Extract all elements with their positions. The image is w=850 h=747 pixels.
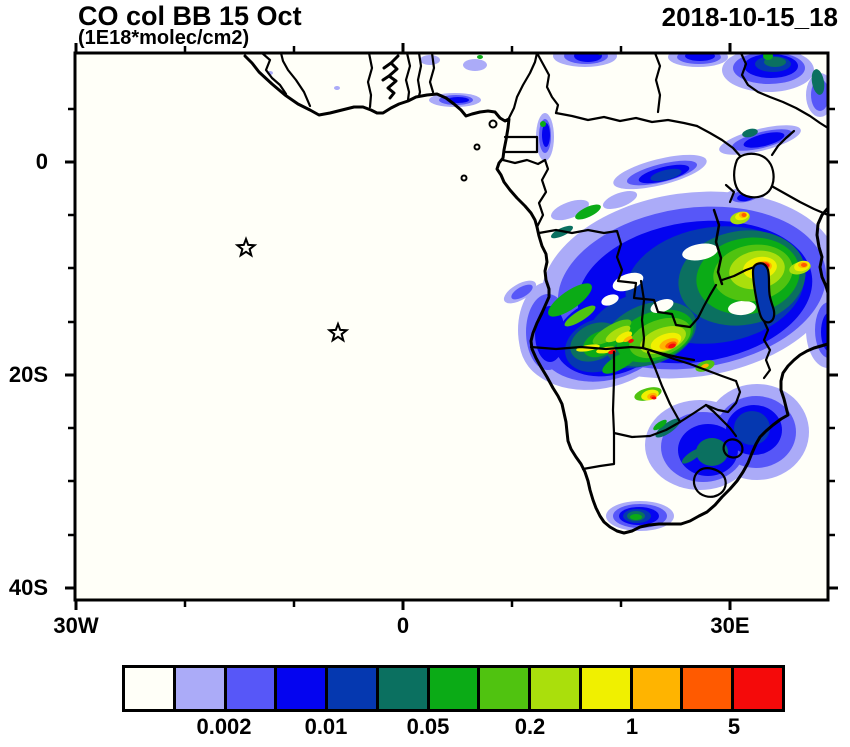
colorbar-cell-9	[578, 668, 630, 709]
y-tick-label-20s: 20S	[8, 362, 48, 387]
colorbar-cell-4	[325, 668, 376, 709]
minor-ticks	[68, 46, 835, 607]
x-tick-label-30w: 30W	[53, 613, 99, 638]
country-borders	[260, 53, 828, 498]
colorbar-label-001: 0.01	[304, 714, 348, 739]
star-marker	[326, 321, 350, 343]
colorbar-cell-11	[680, 668, 732, 709]
x-tick-label-30e: 30E	[710, 613, 750, 638]
colorbar-cell-3	[274, 668, 326, 709]
colorbar-cell-5	[375, 668, 427, 709]
colorbar-label-1: 1	[625, 714, 639, 739]
lake-volta	[381, 54, 400, 100]
station-markers	[234, 236, 350, 343]
star-marker	[234, 236, 258, 258]
colorbar-cell-2	[223, 668, 275, 709]
colorbar-cell-1	[172, 668, 224, 709]
colorbar-cell-8	[528, 668, 579, 709]
lake-malawi	[751, 262, 776, 324]
frame-and-ticks	[65, 43, 838, 610]
island-bioko	[488, 119, 498, 129]
x-tick-label-0: 0	[396, 613, 410, 638]
colorbar-label-005: 0.05	[406, 714, 450, 739]
colorbar	[122, 665, 785, 712]
lake-victoria	[733, 152, 775, 199]
major-ticks	[65, 43, 838, 610]
colorbar-label-0002: 0.002	[196, 714, 252, 739]
y-tick-label-40s: 40S	[8, 575, 48, 600]
plot-title: CO col BB 15 Oct	[78, 1, 302, 31]
island-sao-tome	[460, 174, 468, 182]
plot-units-subtitle: (1E18*molec/cm2)	[78, 27, 250, 49]
plot-datetime: 2018-10-15_18	[661, 2, 838, 32]
y-tick-label-0: 0	[35, 149, 48, 174]
east-africa-coastline	[815, 206, 828, 295]
colorbar-cell-7	[477, 668, 529, 709]
colorbar-cell-10	[629, 668, 681, 709]
co-field	[267, 53, 828, 531]
colorbar-cell-6	[426, 668, 478, 709]
colorbar-cell-12	[731, 668, 782, 709]
africa-coastline	[243, 54, 828, 535]
colorbar-label-5: 5	[727, 714, 741, 739]
colorbar-cell-0	[125, 668, 173, 709]
coastlines	[243, 53, 828, 535]
colorbar-label-02: 0.2	[514, 714, 546, 739]
map-frame	[73, 51, 830, 602]
island-principe	[473, 143, 481, 151]
